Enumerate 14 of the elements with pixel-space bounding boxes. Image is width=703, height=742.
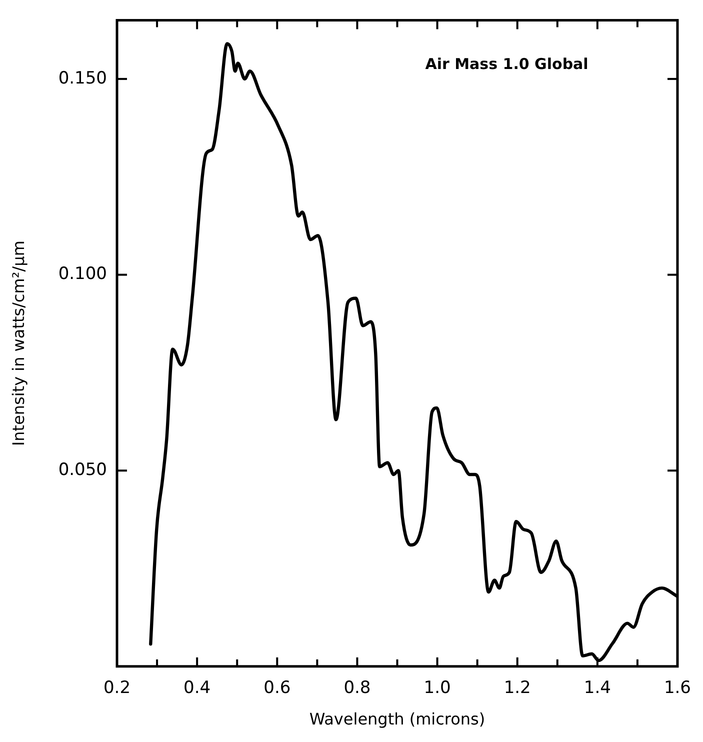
y-tick-label: 0.100 (58, 264, 107, 284)
x-tick-label: 0.4 (184, 678, 211, 698)
x-tick-label: 0.8 (344, 678, 371, 698)
x-tick-label: 0.6 (264, 678, 291, 698)
x-tick-label: 1.6 (664, 678, 692, 698)
y-tick-label: 0.150 (58, 68, 107, 88)
annotation: Air Mass 1.0 Global (425, 55, 588, 74)
x-tick-label: 1.4 (584, 678, 611, 698)
y-axis-title: Intensity in watts/cm²/μm (8, 240, 28, 446)
x-tick-label: 1.0 (424, 678, 451, 698)
x-axis-title: Wavelength (microns) (309, 710, 486, 729)
x-tick-label: 0.2 (103, 678, 131, 698)
y-tick-label: 0.050 (58, 460, 107, 480)
x-tick-label: 1.2 (504, 678, 531, 698)
